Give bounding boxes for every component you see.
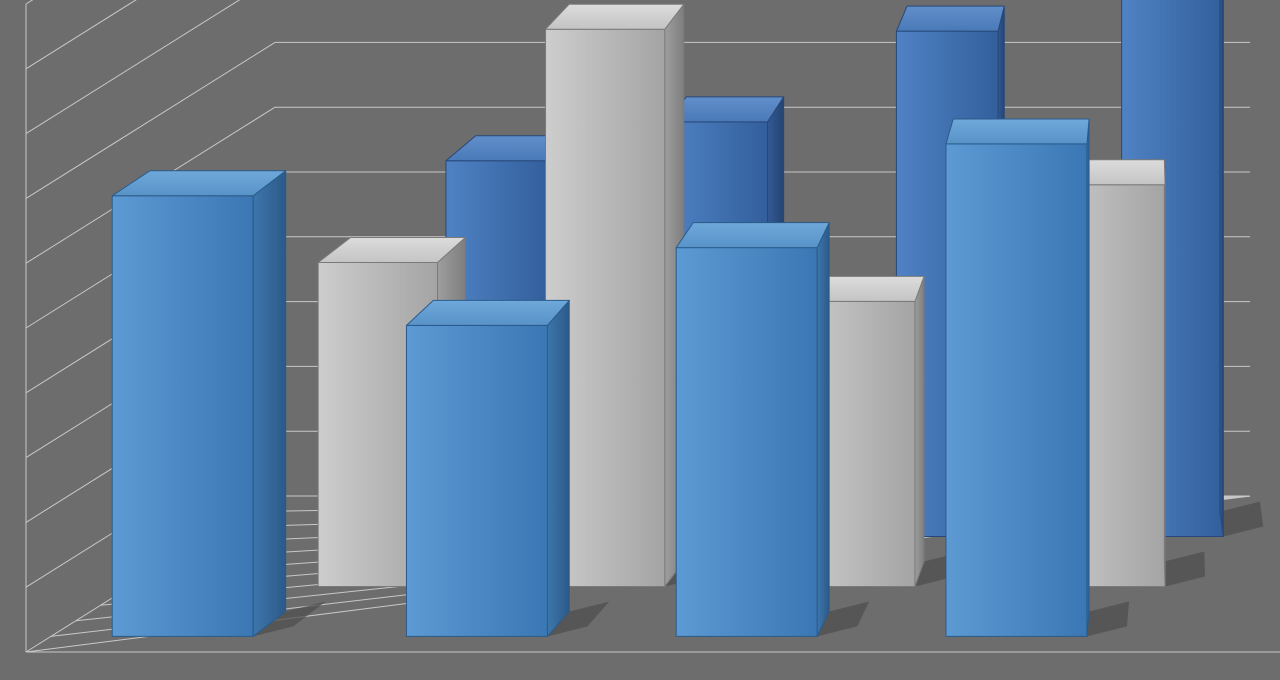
bar-chart-3d	[0, 0, 1280, 680]
